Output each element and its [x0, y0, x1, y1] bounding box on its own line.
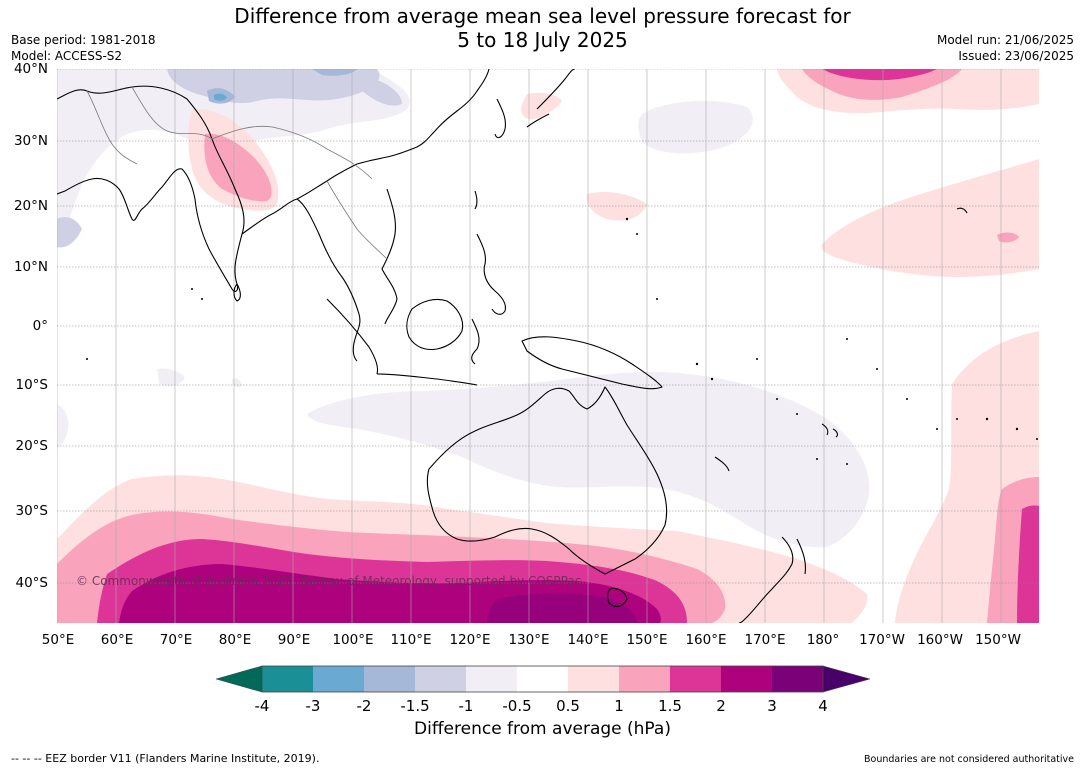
small-islands [86, 217, 1038, 465]
coastlines [57, 69, 968, 623]
coast-sumatra [326, 298, 379, 375]
lon-label-140e: 140°E [567, 632, 609, 648]
colorbar-tick-label: -2 [356, 697, 372, 715]
coast-new-caledonia [714, 456, 730, 472]
colorbar-tick-label: -1 [458, 697, 474, 715]
lat-label-0: 0° [32, 318, 48, 334]
colorbar-tick-label: 0.5 [556, 697, 580, 715]
model-run-label: Model run: 21/06/2025 [936, 33, 1074, 47]
lon-label-90e: 90°E [277, 632, 311, 648]
lon-label-160w: 160°W [917, 632, 963, 648]
lon-label-170w: 170°W [859, 632, 905, 648]
lat-label-20s: 20°S [15, 438, 49, 454]
colorbar-tick-label: 4 [818, 697, 828, 715]
colorbar-bin-15-2 [670, 666, 721, 692]
coast-asia-mainland [57, 85, 245, 293]
colorbar-bin-m15-m1 [415, 666, 466, 692]
colorbar-title: Difference from average (hPa) [414, 719, 671, 739]
colorbar [216, 665, 870, 693]
graticule-meridians [57, 69, 1002, 623]
lat-label-10n: 10°N [13, 259, 48, 275]
map-title: Difference from average mean sea level p… [0, 4, 1085, 52]
colorbar-bin-2-3 [721, 666, 772, 692]
boundaries-disclaimer: Boundaries are not considered authoritat… [864, 754, 1074, 765]
lon-label-80e: 80°E [218, 632, 252, 648]
lon-label-100e: 100°E [332, 632, 374, 648]
lon-label-170e: 170°E [744, 632, 786, 648]
lat-label-30n: 30°N [13, 133, 48, 149]
coast-tasmania [607, 587, 628, 608]
lat-label-40s: 40°S [15, 575, 49, 591]
lon-label-110e: 110°E [390, 632, 432, 648]
colorbar-tick-label: 2 [716, 697, 726, 715]
lat-label-10s: 10°S [15, 377, 49, 393]
coast-sri-lanka [233, 283, 241, 302]
lon-label-160e: 160°E [685, 632, 727, 648]
colorbar-extend-low [216, 665, 263, 693]
coast-korea [494, 98, 506, 139]
colorbar-bin-1-15 [619, 666, 670, 692]
lon-label-150w: 150°W [975, 632, 1021, 648]
coast-australia [426, 386, 668, 575]
coast-southeast-asia [296, 69, 490, 200]
coast-new-guinea [521, 336, 663, 390]
coast-fiji [821, 423, 838, 438]
coast-indochina [381, 188, 398, 325]
colorbar-bin-m2-m15 [364, 666, 415, 692]
issued-label: Issued: 23/06/2025 [958, 49, 1074, 63]
colorbar-bin-05-1 [568, 666, 619, 692]
lon-label-150e: 150°E [626, 632, 668, 648]
colorbar-bin-m3-m2 [313, 666, 364, 692]
coast-taiwan [474, 190, 478, 210]
lon-label-60e: 60°E [100, 632, 134, 648]
model-label: Model: ACCESS-S2 [11, 49, 123, 63]
colorbar-tick-label: 1 [614, 697, 624, 715]
colorbar-tick-label: 3 [767, 697, 777, 715]
meta-right: Model run: 21/06/2025 Issued: 23/06/2025 [937, 32, 1074, 64]
colorbar-tick-label: -4 [254, 697, 270, 715]
lat-label-40n: 40°N [13, 61, 48, 77]
coast-sulawesi [471, 318, 480, 365]
colorbar-tick-label: -1.5 [400, 697, 430, 715]
lat-label-20n: 20°N [13, 198, 48, 214]
pressure-anomaly-map [57, 69, 1039, 623]
coast-borneo [406, 298, 464, 351]
coast-philippines [476, 233, 506, 315]
colorbar-tick-label: -3 [305, 697, 321, 715]
lon-label-130e: 130°E [508, 632, 550, 648]
colorbar-tick-label: 1.5 [658, 697, 682, 715]
colorbar-bin-m05-05 [517, 666, 568, 692]
colorbar-bin-3-4 [772, 666, 823, 692]
colorbar-tick-label: -0.5 [502, 697, 532, 715]
lat-label-30s: 30°S [15, 503, 49, 519]
lon-label-120e: 120°E [449, 632, 491, 648]
lon-label-50e: 50°E [41, 632, 75, 648]
title-line-2: 5 to 18 July 2025 [457, 28, 628, 52]
title-line-1: Difference from average mean sea level p… [234, 4, 851, 28]
copyright-notice: © Commonwealth of Australia 2025, Bureau… [76, 574, 582, 588]
lon-label-70e: 70°E [159, 632, 193, 648]
coast-new-zealand [738, 536, 806, 623]
base-period-label: Base period: 1981-2018 [11, 33, 156, 47]
meta-left: Base period: 1981-2018 Model: ACCESS-S2 [11, 32, 156, 64]
coast-bay-of-bengal [241, 198, 361, 362]
coast-japan [526, 69, 576, 128]
colorbar-bin-m4-m3 [262, 666, 313, 692]
colorbar-bin-m1-m05 [466, 666, 517, 692]
coast-hawaii [956, 207, 968, 214]
lon-label-180: 180° [806, 632, 840, 648]
eez-border-note: -- -- -- EEZ border V11 (Flanders Marine… [11, 752, 320, 765]
coast-java [376, 373, 478, 386]
colorbar-extend-high [822, 665, 870, 693]
country-borders [86, 86, 388, 260]
